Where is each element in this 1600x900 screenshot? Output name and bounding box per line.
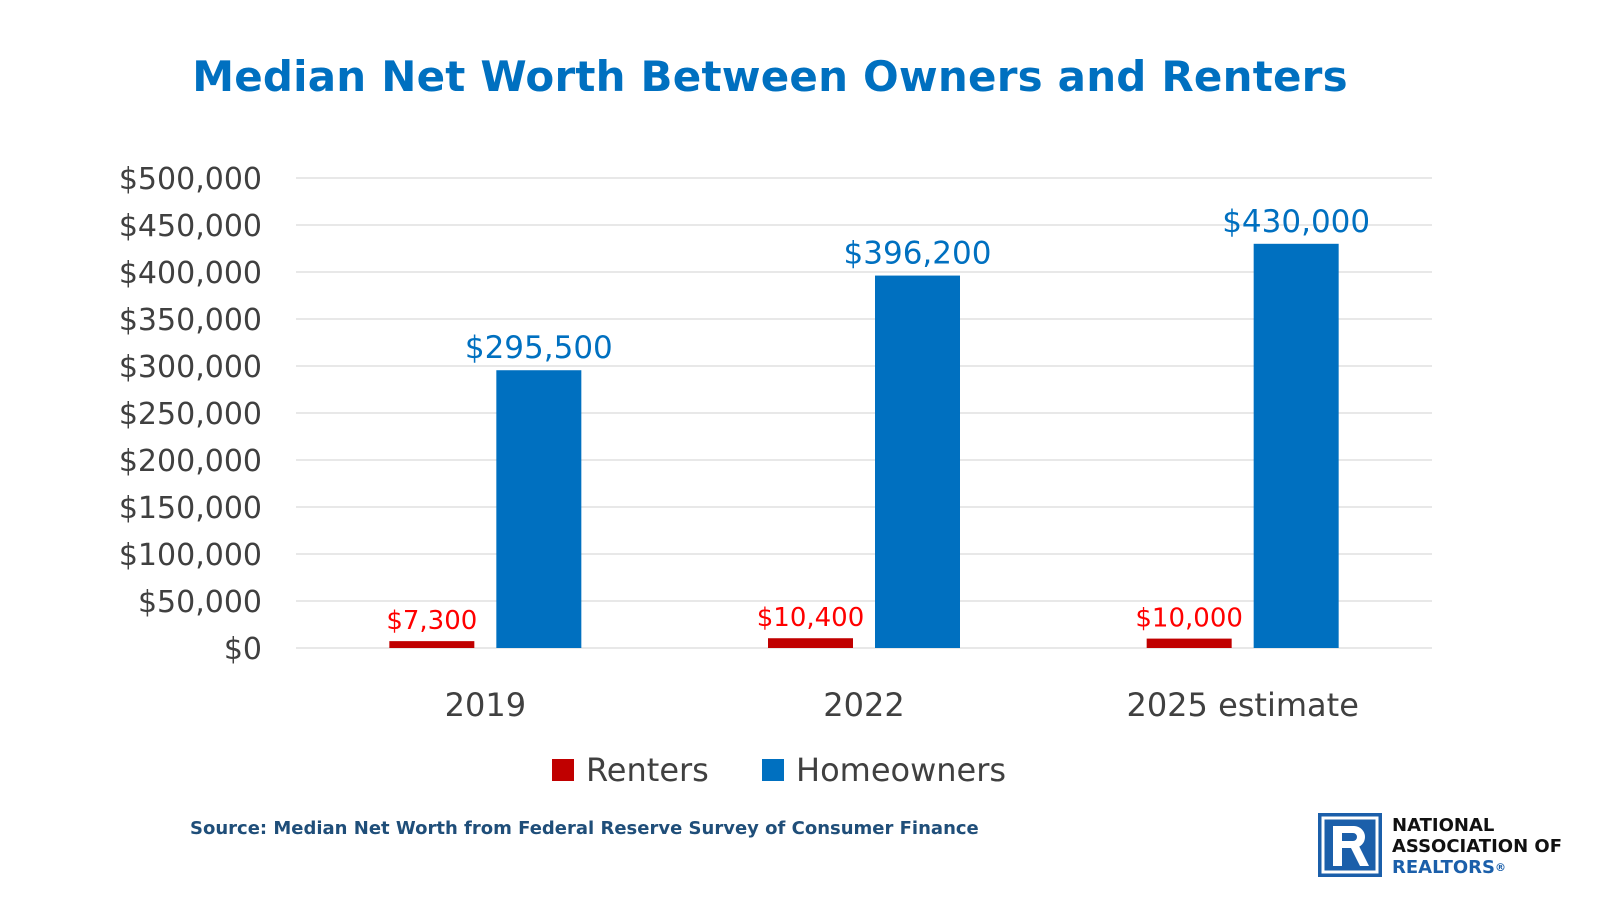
bar-renters [768,638,853,648]
y-tick-label: $200,000 [119,444,262,479]
bar-renters [1146,638,1232,648]
logo-text: NATIONAL ASSOCIATION OF REALTORS® [1392,815,1562,878]
bar-homeowners [1253,243,1339,649]
legend-label-renters: Renters [586,751,709,789]
logo-line-2: ASSOCIATION OF [1392,836,1562,857]
realtor-r-logo-icon [1318,813,1382,877]
data-label-renters: $7,300 [386,606,477,636]
y-tick-label: $300,000 [119,350,262,385]
chart-title: Median Net Worth Between Owners and Rent… [192,52,1348,101]
x-tick-label: 2025 estimate [1126,686,1358,724]
bar-homeowners [875,275,960,648]
legend-label-homeowners: Homeowners [796,751,1006,789]
y-tick-label: $0 [224,632,262,667]
source-note: Source: Median Net Worth from Federal Re… [190,818,979,839]
logo-line-3-text: REALTORS [1392,857,1495,878]
y-tick-label: $400,000 [119,256,262,291]
x-tick-label: 2019 [445,686,526,724]
x-tick-label: 2022 [823,686,904,724]
logo-line-3: REALTORS® [1392,857,1562,878]
realtor-logo: NATIONAL ASSOCIATION OF REALTORS® [1318,813,1588,883]
bar-homeowners [496,370,582,648]
y-tick-label: $250,000 [119,397,262,432]
y-tick-label: $100,000 [119,538,262,573]
y-tick-label: $500,000 [119,162,262,197]
data-label-homeowners: $295,500 [465,330,613,366]
y-tick-label: $450,000 [119,209,262,244]
bar-renters [389,641,475,648]
data-label-renters: $10,000 [1135,604,1243,634]
registered-mark: ® [1494,861,1506,874]
y-tick-label: $50,000 [138,585,262,620]
bar-chart: $0 $50,000 $100,000 $150,000 $200,000 $250,00… [119,162,1432,789]
data-label-homeowners: $430,000 [1222,204,1370,240]
legend-swatch-renters [552,759,574,781]
logo-line-1: NATIONAL [1392,815,1495,836]
data-label-homeowners: $396,200 [844,236,992,272]
legend-swatch-homeowners [762,759,784,781]
y-tick-label: $350,000 [119,303,262,338]
y-tick-label: $150,000 [119,491,262,526]
data-label-renters: $10,400 [757,603,865,633]
